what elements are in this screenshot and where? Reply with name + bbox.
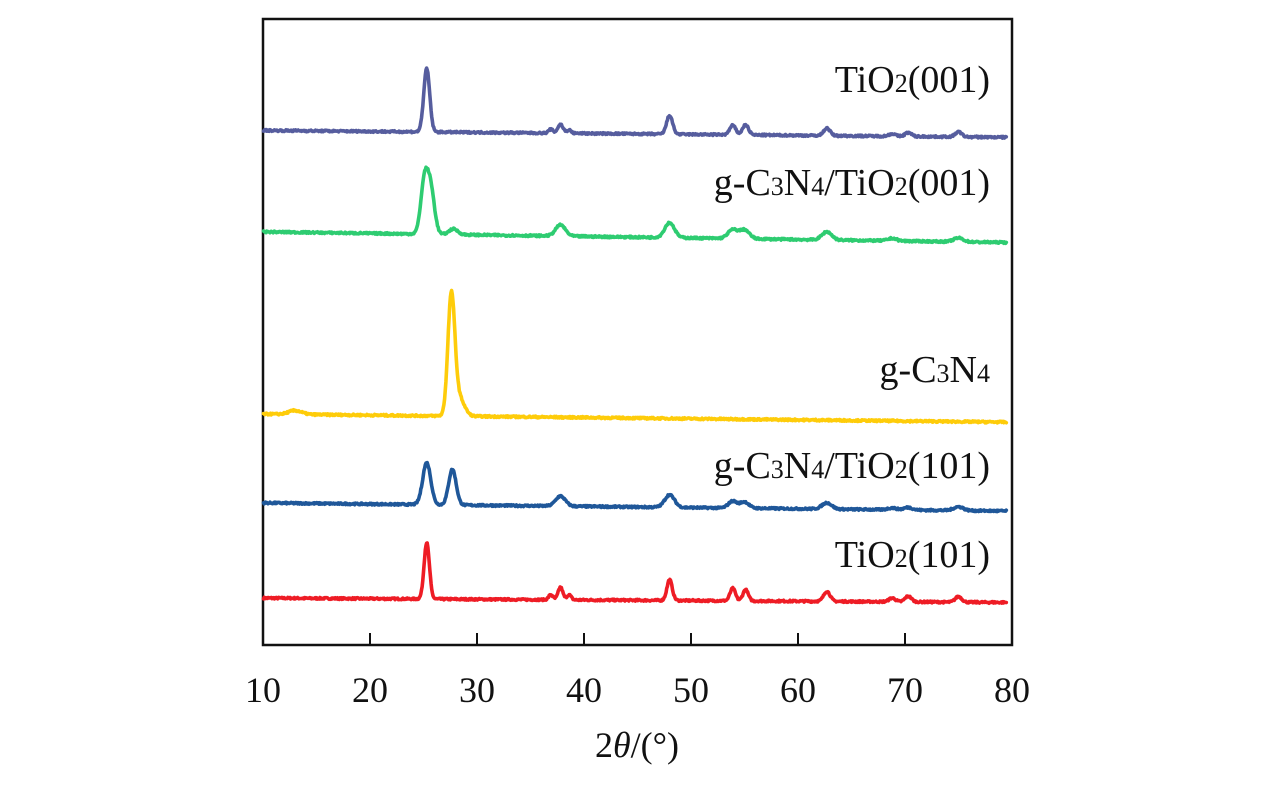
series-line-0 xyxy=(261,541,1009,606)
series-label-0-part-1: 2 xyxy=(895,544,908,573)
series-label-3-part-4: /TiO xyxy=(824,162,894,204)
series-label-3-part-5: 2 xyxy=(895,172,908,201)
plot-frame xyxy=(261,17,1014,647)
series-line-1 xyxy=(261,460,1009,514)
x-tick-label-20: 20 xyxy=(352,670,388,710)
series-label-2: g-C3N4 xyxy=(880,349,990,391)
series-label-4-part-0: TiO xyxy=(835,59,895,101)
series-label-3-part-1: 3 xyxy=(771,172,784,201)
series-layer xyxy=(261,66,1009,606)
series-label-0-part-0: TiO xyxy=(835,534,895,576)
series-label-1-part-5: 2 xyxy=(895,455,908,484)
series-label-1-part-3: 4 xyxy=(811,455,824,484)
series-label-1-part-4: /TiO xyxy=(824,445,894,487)
x-axis-title-prefix: 2 xyxy=(595,725,613,765)
series-label-4-part-1: 2 xyxy=(895,69,908,98)
x-axis-title-suffix: /(°) xyxy=(631,725,679,765)
series-label-2-part-0: g-C xyxy=(880,349,937,391)
series-label-3: g-C3N4/TiO2(001) xyxy=(714,162,990,204)
x-tick-label-70: 70 xyxy=(887,670,923,710)
series-label-4: TiO2(001) xyxy=(835,59,990,101)
x-tick-label-50: 50 xyxy=(673,670,709,710)
series-label-1-part-1: 3 xyxy=(771,455,784,484)
x-axis-title-theta: θ xyxy=(613,725,631,765)
series-label-2-part-2: N xyxy=(950,349,977,391)
series-labels: TiO2(101)g-C3N4/TiO2(101)g-C3N4g-C3N4/Ti… xyxy=(714,59,990,576)
series-line-2 xyxy=(261,288,1009,425)
x-axis-title: 2θ/(°) xyxy=(595,725,679,765)
series-label-4-part-2: (001) xyxy=(908,59,990,101)
series-label-1: g-C3N4/TiO2(101) xyxy=(714,445,990,487)
series-label-1-part-0: g-C xyxy=(714,445,771,487)
series-label-1-part-6: (101) xyxy=(908,445,990,487)
series-label-3-part-6: (001) xyxy=(908,162,990,204)
x-axis: 10 20 30 40 50 60 70 80 xyxy=(245,633,1030,710)
x-tick-label-40: 40 xyxy=(566,670,602,710)
series-line-4 xyxy=(261,66,1009,140)
series-label-3-part-2: N xyxy=(784,162,811,204)
x-tick-label-80: 80 xyxy=(994,670,1030,710)
series-label-2-part-3: 4 xyxy=(977,359,990,388)
series-label-1-part-2: N xyxy=(784,445,811,487)
series-label-3-part-3: 4 xyxy=(811,172,824,201)
x-tick-label-30: 30 xyxy=(459,670,495,710)
x-tick-label-10: 10 xyxy=(245,670,281,710)
series-label-0: TiO2(101) xyxy=(835,534,990,576)
series-label-2-part-1: 3 xyxy=(937,359,950,388)
series-line-3 xyxy=(261,165,1009,246)
x-tick-label-60: 60 xyxy=(780,670,816,710)
series-label-0-part-2: (101) xyxy=(908,534,990,576)
series-label-3-part-0: g-C xyxy=(714,162,771,204)
